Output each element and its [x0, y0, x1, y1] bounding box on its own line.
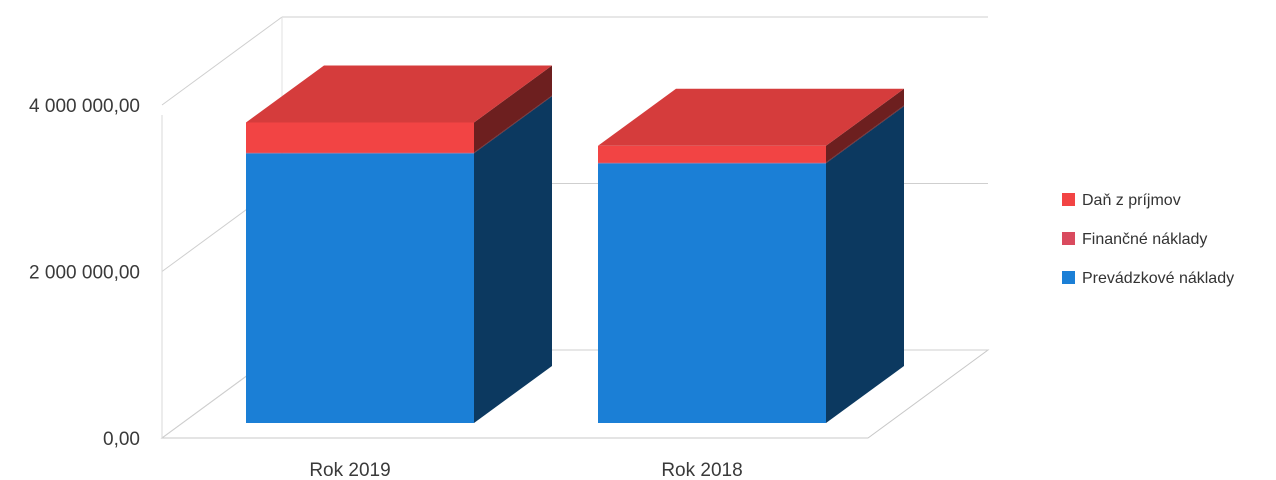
bar-side-0-2: [474, 65, 552, 153]
bar-top-1: [598, 88, 904, 146]
bar-side-0-0: [474, 96, 552, 424]
legend-swatch: [1062, 271, 1075, 284]
bar-top-0: [246, 65, 552, 123]
legend-label: Prevádzkové náklady: [1082, 270, 1234, 287]
bar-front-1-1: [598, 162, 826, 164]
x-category-label: Rok 2019: [309, 460, 390, 480]
bar-front-1-2: [598, 145, 826, 163]
legend-swatch: [1062, 193, 1075, 206]
bar-side-1-0: [826, 106, 904, 423]
bar-side-1-2: [826, 88, 904, 163]
legend-label: Finančné náklady: [1082, 231, 1207, 248]
x-category-label: Rok 2018: [661, 460, 742, 480]
bar-side-0-1: [474, 95, 552, 154]
bar-side-1-1: [826, 105, 904, 164]
bar-front-0-0: [246, 153, 474, 423]
y-tick-label: 2 000 000,00: [29, 263, 140, 284]
bar-front-0-2: [246, 122, 474, 153]
legend-label: Daň z príjmov: [1082, 192, 1181, 209]
y-tick-label: 0,00: [103, 429, 140, 450]
gridline-side: [161, 16, 283, 106]
legend-swatch: [1062, 232, 1075, 245]
y-tick-label: 4 000 000,00: [29, 96, 140, 117]
bar-front-1-0: [598, 163, 826, 423]
bar-front-0-1: [246, 152, 474, 154]
